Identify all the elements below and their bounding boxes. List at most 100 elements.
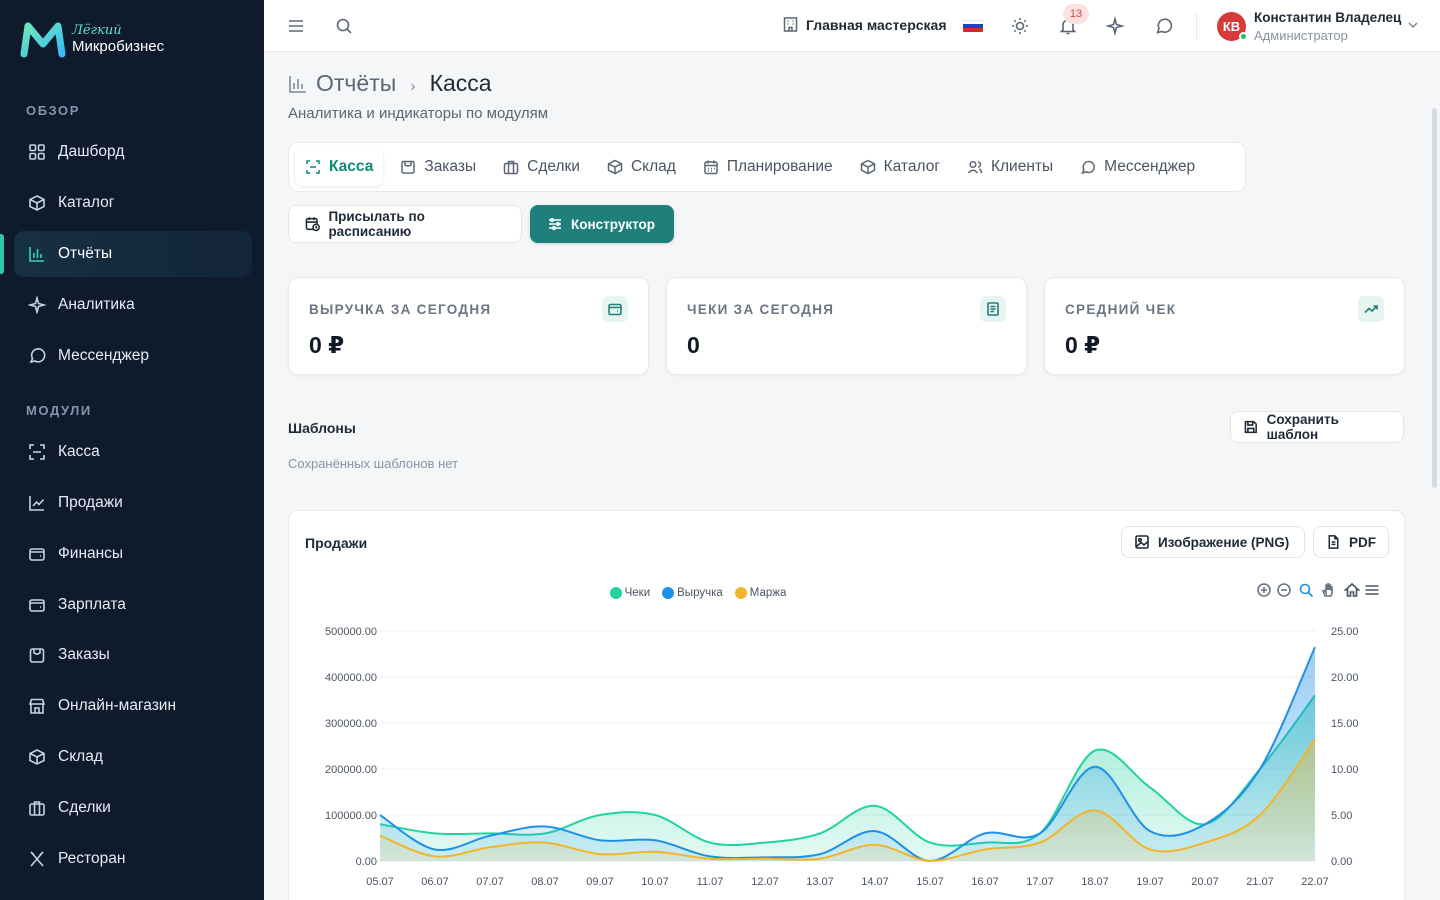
catalog-icon <box>28 194 46 212</box>
calendar-clock-icon <box>305 217 320 232</box>
zoom-select-icon[interactable] <box>1298 582 1314 598</box>
sidebar-item-dashboard[interactable]: Дашборд <box>14 129 252 175</box>
y-right-tick-label: 25.00 <box>1331 626 1359 638</box>
legend-item-margin[interactable]: Маржа <box>734 587 787 599</box>
kpi-value: 0 ₽ <box>309 332 345 358</box>
tab-warehouse[interactable]: Склад <box>597 148 686 186</box>
sidebar-item-deals[interactable]: Сделки <box>14 785 252 831</box>
search-icon[interactable] <box>334 16 354 36</box>
sidebar-item-salary[interactable]: Зарплата <box>14 582 252 628</box>
export-png-button[interactable]: Изображение (PNG) <box>1121 526 1305 558</box>
user-role: Администратор <box>1254 28 1348 43</box>
tab-label: Каталог <box>883 158 940 175</box>
zoom-in-icon[interactable] <box>1256 582 1272 598</box>
sidebar-item-catalog[interactable]: Каталог <box>14 180 252 226</box>
x-tick-label: 22.07 <box>1301 876 1329 888</box>
export-pdf-label: PDF <box>1349 534 1376 550</box>
kpi-label: ЧЕКИ ЗА СЕГОДНЯ <box>687 302 835 317</box>
tab-catalog[interactable]: Каталог <box>850 148 950 186</box>
y-left-tick-label: 0.00 <box>356 856 377 868</box>
x-tick-label: 18.07 <box>1081 876 1109 888</box>
x-tick-label: 21.07 <box>1246 876 1274 888</box>
sidebar-item-messenger[interactable]: Мессенджер <box>14 333 252 379</box>
store-icon <box>28 697 46 715</box>
sidebar-item-label: Касса <box>58 443 100 460</box>
legend-item-checks[interactable]: Чеки <box>609 587 650 599</box>
chevron-down-icon[interactable] <box>1406 18 1420 32</box>
sidebar-item-finance[interactable]: Финансы <box>14 531 252 577</box>
y-left-tick-label: 400000.00 <box>325 672 377 684</box>
tab-clients[interactable]: Клиенты <box>957 148 1063 186</box>
reset-home-icon[interactable] <box>1343 582 1361 598</box>
y-left-tick-label: 200000.00 <box>325 764 377 776</box>
sliders-icon <box>549 217 561 231</box>
x-tick-label: 09.07 <box>586 876 614 888</box>
chat-icon[interactable] <box>1154 16 1174 36</box>
pan-hand-icon[interactable] <box>1320 582 1336 598</box>
sidebar-section-overview: ОБЗОР <box>26 103 81 118</box>
zoom-out-icon[interactable] <box>1276 582 1292 598</box>
flag-ru-icon[interactable] <box>963 20 983 32</box>
floppy-icon <box>1244 420 1257 434</box>
sidebar-item-warehouse[interactable]: Склад <box>14 734 252 780</box>
sidebar-item-orders[interactable]: Заказы <box>14 632 252 678</box>
kpi-value: 0 <box>687 332 700 358</box>
tab-label: Склад <box>630 158 676 175</box>
sparkle-icon[interactable] <box>1104 15 1126 37</box>
sales-icon <box>28 494 46 512</box>
tab-orders[interactable]: Заказы <box>390 148 486 186</box>
legend-dot <box>662 587 675 599</box>
trend-up-icon <box>1358 296 1384 322</box>
sidebar-item-sales[interactable]: Продажи <box>14 480 252 526</box>
menu-icon[interactable] <box>286 16 306 36</box>
tab-cashbox[interactable]: Касса <box>295 148 384 186</box>
schedule-button[interactable]: Присылать по расписанию <box>288 205 522 243</box>
y-right-tick-label: 15.00 <box>1331 718 1359 730</box>
theme-sun-icon[interactable] <box>1010 16 1030 36</box>
x-tick-label: 11.07 <box>697 876 724 888</box>
scrollbar[interactable] <box>1432 108 1437 488</box>
sidebar-item-restaurant[interactable]: Ресторан <box>14 836 252 882</box>
legend-label: Маржа <box>749 587 787 599</box>
builder-button[interactable]: Конструктор <box>530 205 674 243</box>
y-right-tick-label: 10.00 <box>1331 764 1359 776</box>
workshop-selector[interactable]: Главная мастерская <box>782 16 947 33</box>
tab-label: Клиенты <box>990 158 1054 175</box>
breadcrumb-separator: › <box>410 77 416 95</box>
builder-button-label: Конструктор <box>571 216 656 232</box>
export-pdf-button[interactable]: PDF <box>1313 526 1389 558</box>
tab-planning[interactable]: Планирование <box>693 148 843 186</box>
sidebar-item-label: Аналитика <box>58 296 135 313</box>
kpi-average-check: СРЕДНИЙ ЧЕК 0 ₽ <box>1044 277 1405 375</box>
tab-messenger[interactable]: Мессенджер <box>1070 148 1205 186</box>
online-status-dot <box>1239 32 1248 41</box>
brand-logo[interactable]: Лёгкий Микробизнес <box>20 20 164 58</box>
kpi-checks-today: ЧЕКИ ЗА СЕГОДНЯ 0 <box>666 277 1027 375</box>
x-tick-label: 14.07 <box>861 876 889 888</box>
sidebar-item-label: Каталог <box>58 194 115 211</box>
kpi-label: ВЫРУЧКА ЗА СЕГОДНЯ <box>309 302 492 317</box>
tab-label: Касса <box>329 158 374 175</box>
menu-icon[interactable] <box>1364 582 1380 598</box>
sidebar-item-label: Мессенджер <box>58 347 150 364</box>
legend-item-revenue[interactable]: Выручка <box>662 587 723 599</box>
sidebar-item-online-store[interactable]: Онлайн-магазин <box>14 683 252 729</box>
sidebar-item-label: Заказы <box>58 646 110 663</box>
sidebar-item-analytics[interactable]: Аналитика <box>14 282 252 328</box>
x-tick-label: 17.07 <box>1026 876 1054 888</box>
templates-empty-state: Сохранённых шаблонов нет <box>288 456 458 471</box>
kpi-value: 0 ₽ <box>1065 332 1101 358</box>
sidebar-item-reports[interactable]: Отчёты <box>14 231 252 277</box>
breadcrumb-root[interactable]: Отчёты <box>316 70 397 96</box>
reports-icon <box>289 75 306 93</box>
avatar[interactable]: КВ <box>1217 12 1246 41</box>
sidebar-item-label: Онлайн-магазин <box>58 697 177 714</box>
topbar: Главная мастерская 13 КВ Константин Влад… <box>264 0 1440 52</box>
x-tick-label: 05.07 <box>366 876 394 888</box>
user-name[interactable]: Константин Владелец <box>1254 10 1402 25</box>
save-template-button[interactable]: Сохранить шаблон <box>1230 411 1404 443</box>
sidebar-item-cashbox[interactable]: Касса <box>14 429 252 475</box>
messenger-icon <box>28 347 46 365</box>
tab-deals[interactable]: Сделки <box>493 148 590 186</box>
reports-icon <box>28 245 46 263</box>
